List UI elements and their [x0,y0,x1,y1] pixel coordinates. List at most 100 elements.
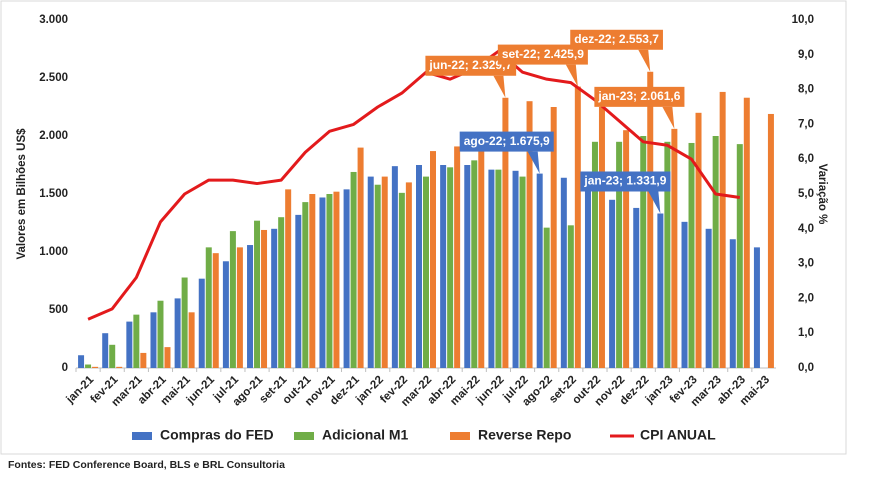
bar [767,113,774,369]
bar [78,355,85,368]
y-tick-label: 0 [62,362,68,374]
bar [519,176,526,368]
callout-label: jun-22; 2.329,7 [428,58,512,72]
bar [416,165,422,368]
bar [381,176,388,368]
bar [271,228,278,368]
callout-box [570,29,663,50]
bar [188,312,195,368]
bar [278,217,285,368]
bar [550,107,557,368]
bar [567,225,574,368]
bar [174,298,181,368]
bar [454,146,461,368]
callout: jun-22; 2.329,7 [425,55,517,98]
legend-label: Adicional M1 [322,427,409,443]
bar [205,247,212,368]
bar [212,253,219,368]
bar [391,166,398,368]
bar [367,176,374,368]
bar [85,364,92,368]
y-tick-label: 1.000 [39,246,68,258]
bar [512,170,519,368]
bar [712,136,719,368]
y-tick-label: 2.500 [39,72,68,84]
bar [247,245,254,368]
y2-tick-label: 7,0 [798,118,814,130]
callout: ago-22; 1.675,9 [459,131,554,174]
bar [447,167,454,368]
y-tick-label: 2.000 [39,130,68,142]
callout-label: dez-22; 2.553,7 [574,32,659,46]
bar [729,239,736,368]
bar [616,141,623,368]
bar [681,221,688,368]
bar [430,151,436,368]
legend-label: Reverse Repo [478,427,571,443]
bar [471,160,478,368]
bar [640,136,647,368]
source-note: Fontes: FED Conference Board, BLS e BRL … [8,459,285,471]
callout-label: jan-23; 2.061,6 [597,89,680,103]
callout-pointer [565,64,578,87]
bar [150,312,157,368]
y2-tick-label: 0,0 [798,362,814,374]
bar [736,144,743,368]
callout-box [459,131,554,152]
bar [695,112,702,368]
y2-tick-label: 8,0 [798,84,814,96]
callout-box [425,55,517,76]
bar [236,247,243,368]
bar [719,91,726,369]
bar [488,169,495,368]
legend-swatch [294,432,314,440]
callout-pointer [662,106,675,129]
bar [478,138,485,368]
callout: dez-22; 2.553,7 [570,29,663,72]
callout: set-22; 2.425,9 [497,44,588,87]
y2-tick-label: 1,0 [798,327,814,339]
bar [140,352,147,368]
bar [560,177,567,368]
bar [591,141,598,368]
y2-tick-label: 9,0 [798,49,814,61]
legend-label: CPI ANUAL [640,427,716,443]
callout-box [594,86,685,107]
bar [343,189,350,368]
bar [102,333,109,368]
bar [222,261,229,368]
bar [671,128,678,368]
y2-axis-title: Variação % [816,164,828,225]
bar [126,321,133,368]
bar [584,187,591,368]
chart-border [0,0,847,455]
bar [357,147,364,368]
bar [326,194,333,368]
bar [495,169,502,368]
y2-tick-label: 5,0 [798,188,814,200]
bar [657,213,664,368]
bar [502,97,509,369]
callout-pointer [493,75,506,98]
legend-label: Compras do FED [160,427,274,443]
callout-box [580,171,671,192]
y-tick-label: 1.500 [39,188,68,200]
y2-tick-label: 10,0 [792,14,814,26]
bar [423,176,429,368]
bar [133,314,140,368]
bar [398,192,405,368]
bar [543,227,550,368]
bar [92,366,99,368]
bar [302,202,309,368]
callout: jan-23; 2.061,6 [594,86,685,129]
bar [164,347,171,368]
bar [309,194,316,368]
bar [181,277,188,368]
bar [405,182,412,368]
bar [374,184,381,368]
bar [664,141,671,368]
bar [198,278,205,368]
bar [157,300,164,368]
bar [116,366,123,368]
